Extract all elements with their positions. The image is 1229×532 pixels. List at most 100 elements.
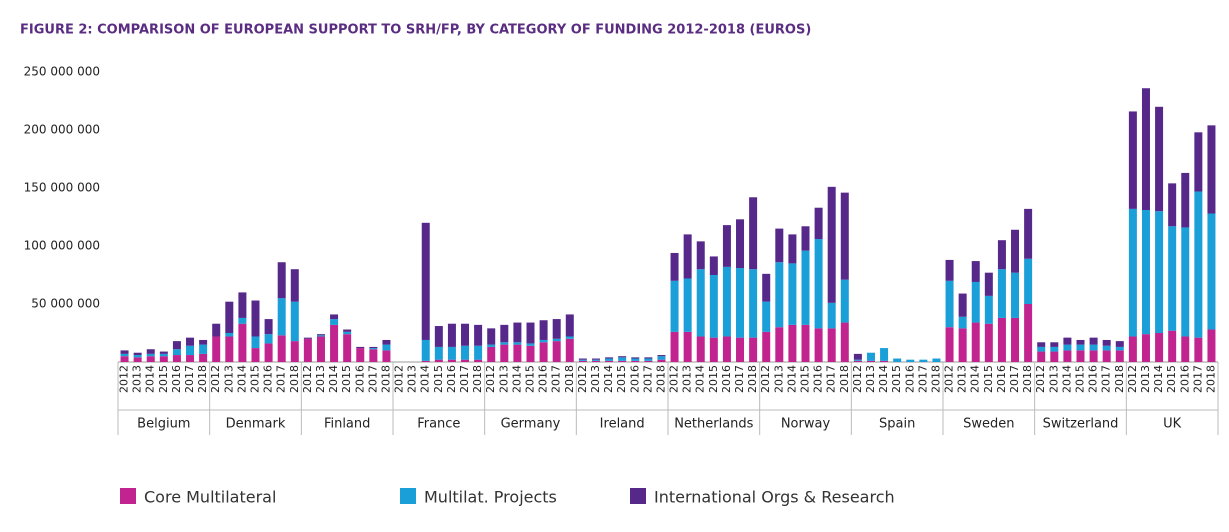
x-tick-label: 2015: [890, 365, 903, 393]
x-tick-label: 2018: [746, 365, 759, 393]
bar-segment: [605, 360, 614, 362]
bar-segment: [1076, 339, 1085, 345]
bar-segment: [644, 357, 653, 359]
bar-segment: [434, 326, 443, 347]
bar-segment: [827, 328, 836, 362]
legend-label: Multilat. Projects: [424, 488, 557, 507]
bar-segment: [840, 322, 849, 362]
bar-segment: [775, 262, 784, 328]
bar-segment: [552, 338, 561, 342]
bar-segment: [474, 345, 483, 360]
x-tick-label: 2015: [799, 365, 812, 393]
x-tick-label: 2018: [838, 365, 851, 393]
x-tick-label: 2016: [262, 365, 275, 393]
bar-segment: [631, 360, 640, 362]
bar-segment: [356, 346, 365, 349]
bar-segment: [1076, 344, 1085, 351]
bar-segment: [264, 334, 273, 344]
bar-segment: [1089, 350, 1098, 362]
bar-segment: [146, 349, 155, 354]
bar-segment: [631, 357, 640, 359]
x-tick-label: 2014: [602, 365, 615, 393]
bar-segment: [1207, 125, 1216, 214]
legend-swatch: [120, 488, 136, 504]
bar-segment: [971, 261, 980, 282]
bar-segment: [1011, 272, 1020, 318]
bar-segment: [146, 356, 155, 362]
group-label: Spain: [879, 417, 915, 432]
bar-segment: [997, 269, 1006, 318]
x-tick-label: 2013: [1047, 365, 1060, 393]
group-label: UK: [1163, 417, 1182, 432]
x-tick-label: 2012: [759, 365, 772, 393]
y-tick-label: 250 000 000: [24, 65, 100, 79]
bar-segment: [565, 338, 574, 362]
bar-segment: [120, 350, 129, 354]
group-label: Ireland: [600, 417, 645, 432]
bar-segment: [264, 319, 273, 335]
bar-segment: [578, 358, 587, 360]
bar-segment: [736, 219, 745, 269]
x-tick-label: 2016: [720, 365, 733, 393]
bar-segment: [696, 336, 705, 362]
bar-segment: [880, 360, 889, 362]
bar-segment: [447, 323, 456, 347]
bar-segment: [605, 357, 614, 359]
group-label: Switzerland: [1043, 417, 1119, 432]
bar-segment: [225, 336, 234, 362]
bar-segment: [159, 356, 168, 362]
bar-segment: [984, 295, 993, 324]
group-label: France: [417, 417, 460, 432]
bar-segment: [762, 331, 771, 362]
bar-segment: [382, 344, 391, 351]
bar-segment: [945, 280, 954, 328]
bar-segment: [762, 301, 771, 332]
bar-segment: [670, 331, 679, 362]
bar-segment: [277, 262, 286, 299]
bar-segment: [578, 359, 587, 361]
x-tick-label: 2018: [1204, 365, 1217, 393]
x-tick-label: 2013: [222, 365, 235, 393]
bar-segment: [539, 339, 548, 343]
x-tick-label: 2016: [812, 365, 825, 393]
bar-segment: [657, 356, 666, 360]
bar-segment: [461, 359, 470, 362]
bar-segment: [303, 337, 312, 339]
group-label: Sweden: [963, 417, 1014, 432]
bar-segment: [775, 327, 784, 362]
bar-segment: [290, 301, 299, 342]
bar-segment: [1141, 334, 1150, 362]
x-tick-label: 2018: [196, 365, 209, 393]
bar-segment: [1063, 344, 1072, 351]
bar-segment: [316, 334, 325, 336]
x-tick-label: 2015: [157, 365, 170, 393]
legend-swatch: [400, 488, 416, 504]
bar-segment: [1128, 336, 1137, 362]
bar-segment: [1050, 342, 1059, 347]
x-tick-label: 2012: [118, 365, 131, 393]
bar-segment: [120, 356, 129, 362]
bar-segment: [1168, 330, 1177, 362]
bar-segment: [264, 343, 273, 362]
bar-segment: [1155, 333, 1164, 362]
bar-segment: [932, 358, 941, 362]
x-tick-label: 2016: [1087, 365, 1100, 393]
x-tick-label: 2014: [877, 365, 890, 393]
bar-segment: [552, 341, 561, 362]
bar-segment: [212, 323, 221, 337]
bar-segment: [814, 239, 823, 329]
bar-segment: [421, 222, 430, 340]
x-tick-label: 2012: [851, 365, 864, 393]
bar-segment: [369, 348, 378, 350]
bar-segment: [565, 336, 574, 339]
bar-segment: [146, 353, 155, 357]
bar-segment: [683, 278, 692, 332]
x-tick-label: 2016: [995, 365, 1008, 393]
x-tick-label: 2013: [314, 365, 327, 393]
bar-segment: [539, 342, 548, 362]
bar-segment: [172, 355, 181, 362]
bar-segment: [736, 337, 745, 362]
bar-segment: [709, 256, 718, 275]
group-label: Netherlands: [674, 417, 753, 432]
